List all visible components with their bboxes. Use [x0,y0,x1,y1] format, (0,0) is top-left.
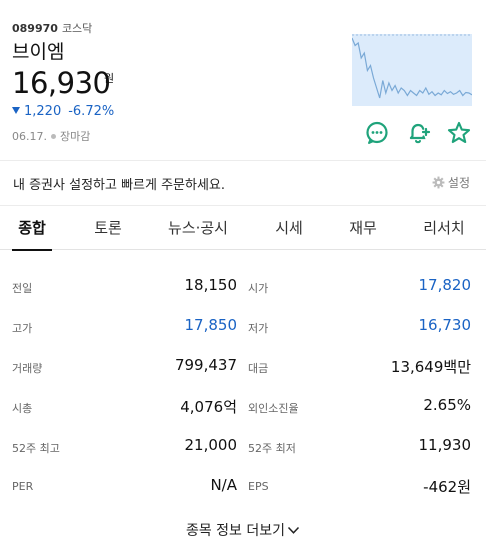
volume-label: 거래량 [12,362,43,375]
market-status: 장마감 [60,130,91,143]
info-row-per-eps: PER N/A EPS -462원 [0,466,486,506]
prev-close-label: 전일 [12,282,33,295]
52week-low-label: 52주 최저 [248,442,296,455]
high-value: 17,850 [184,316,238,334]
tab-news-disclosure[interactable]: 뉴스·공시 [168,219,228,237]
market-status-line: 06.17. 장마감 [12,128,90,144]
info-row-52week: 52주 최고 21,000 52주 최저 11,930 [0,426,486,466]
sparkline-background [352,34,472,106]
more-info-button[interactable]: 종목 정보 더보기 [0,520,486,540]
trade-amount-label: 대금 [248,362,269,375]
trade-date: 06.17. [12,130,47,143]
gear-icon [432,176,445,189]
stock-header: 089970 코스닥 브이엠 16,930 원 1,220 -6.72% 06.17… [0,0,486,160]
low-label: 저가 [248,322,269,335]
prev-close-value: 18,150 [184,276,238,294]
price-unit: 원 [104,72,115,85]
foreign-ratio-value: 2.65% [423,396,471,414]
stock-market: 코스닥 [61,22,93,35]
foreign-ratio-label: 외인소진율 [248,402,299,415]
52week-high-value: 21,000 [184,436,238,454]
per-label: PER [12,480,34,493]
tab-discussion[interactable]: 토론 [94,219,122,237]
open-value: 17,820 [418,276,472,294]
eps-label: EPS [248,480,269,493]
header-divider [0,160,486,161]
market-cap-label: 시총 [12,402,33,415]
market-cap-value: 4,076억 [180,398,237,416]
52week-high-label: 52주 최고 [12,442,60,455]
price-sparkline[interactable] [352,34,472,106]
high-label: 고가 [12,322,33,335]
current-price: 16,930 [12,66,111,100]
per-value: N/A [210,476,237,494]
tab-overview[interactable]: 종합 [12,206,52,251]
alarm-add-icon[interactable] [406,120,432,146]
discussion-icon[interactable] [364,120,390,146]
tab-research[interactable]: 리서치 [423,219,465,237]
stock-code: 089970 [12,22,58,35]
52week-low-value: 11,930 [418,436,472,454]
down-arrow-icon [12,107,20,114]
low-value: 16,730 [418,316,472,334]
chevron-down-icon [287,526,300,534]
status-dot-icon [51,134,56,139]
trade-amount-value: 13,649백만 [390,358,471,376]
tab-bar: 종합 토론 뉴스·공시 시세 재무 리서치 [0,205,486,251]
info-row-volume-amount: 거래량 799,437 대금 13,649백만 [0,346,486,386]
stock-name: 브이엠 [12,41,65,63]
stock-code-line: 089970 코스닥 [12,20,92,36]
tab-financials[interactable]: 재무 [349,219,377,237]
eps-value: -462원 [423,478,471,496]
change-amount: 1,220 [24,104,62,119]
price-change: 1,220 -6.72% [12,104,114,119]
favorite-star-icon[interactable] [446,120,472,146]
settings-label: 설정 [447,176,470,190]
more-info-label: 종목 정보 더보기 [185,523,286,539]
sparkline-price-line [352,37,472,99]
info-row-high-low: 고가 17,850 저가 16,730 [0,306,486,346]
open-label: 시가 [248,282,269,295]
info-row-prev-open: 전일 18,150 시가 17,820 [0,266,486,306]
info-row-cap-foreign: 시총 4,076억 외인소진율 2.65% [0,386,486,426]
broker-settings-button[interactable]: 설정 [432,174,470,191]
volume-value: 799,437 [174,356,237,374]
broker-banner[interactable]: 내 증권사 설정하고 빠르게 주문하세요. 설정 [0,161,486,205]
tab-quotes[interactable]: 시세 [275,219,303,237]
change-percent: -6.72% [68,104,115,119]
action-icons [362,120,476,146]
broker-banner-text: 내 증권사 설정하고 빠르게 주문하세요. [13,178,226,193]
